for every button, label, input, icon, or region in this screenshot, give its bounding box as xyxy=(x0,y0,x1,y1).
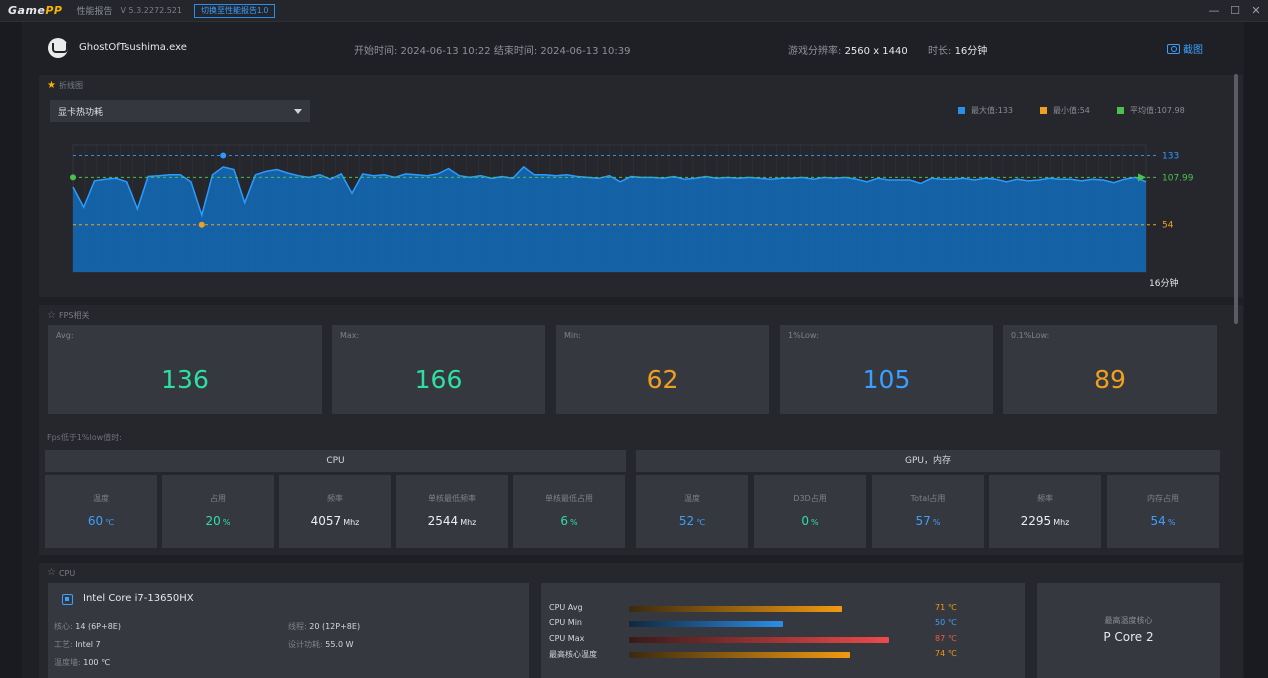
fps-panel: ☆ FPS相关 Avg: 136 Max: 166 Min: 62 1%Low: … xyxy=(39,305,1243,555)
legend-avg: 平均值:107.98 xyxy=(1117,105,1185,116)
resolution-info: 游戏分辨率: 2560 x 1440 xyxy=(788,46,908,57)
power-chart: 133 107.99 54 16分钟 xyxy=(70,144,1194,289)
fps-card-1-low: 1%Low: 105 xyxy=(780,325,993,414)
gpu-memory-group-header: GPU，内存 xyxy=(636,450,1220,472)
line-chart-panel: ★ 折线图 显卡热功耗 最大值:133 最小值:54 平均值:107.98 133… xyxy=(39,75,1243,297)
cpu-chip-icon xyxy=(62,594,73,605)
chart-area xyxy=(73,166,1146,272)
cpu-cores: 核心: 14 (6P+8E) xyxy=(54,622,121,631)
temp-bar xyxy=(629,606,842,612)
temp-bar xyxy=(629,652,850,658)
cpu-tdp: 设计功耗: 55.0 W xyxy=(288,640,354,649)
temp-bar xyxy=(629,621,783,627)
cpu-info-box: Intel Core i7-13650HX 核心: 14 (6P+8E) 线程:… xyxy=(48,583,529,678)
avg-reference-label: 107.99 xyxy=(1162,173,1194,183)
avg-arrow-marker xyxy=(1138,173,1146,182)
avg-start-point xyxy=(70,174,76,181)
star-icon[interactable]: ☆ xyxy=(47,567,56,578)
chart-line xyxy=(72,165,1147,218)
time-range: 开始时间: 2024-06-13 10:22 结束时间: 2024-06-13 … xyxy=(354,46,631,57)
close-icon[interactable]: ✕ xyxy=(1251,4,1261,17)
chevron-down-icon xyxy=(294,109,302,114)
report-content: GhostOfTsushima.exe 开始时间: 2024-06-13 10:… xyxy=(22,22,1244,678)
title-bar: GamePP 性能报告 V 5.3.2272.521 切换至性能报告1.0 — … xyxy=(0,0,1268,22)
cpu-panel: ☆ CPU Intel Core i7-13650HX 核心: 14 (6P+8E… xyxy=(39,563,1243,678)
stat-single-core-min-freq: 单核最低频率 2544 Mhz xyxy=(396,475,508,548)
fps-card-avg: Avg: 136 xyxy=(48,325,322,414)
stat-gpu-temp: 温度 52 ℃ xyxy=(636,475,748,548)
min-reference-label: 54 xyxy=(1162,221,1174,231)
app-name: GhostOfTsushima.exe xyxy=(79,42,187,53)
minimize-icon[interactable]: — xyxy=(1208,4,1220,17)
maximize-icon[interactable]: ☐ xyxy=(1230,4,1240,17)
max-reference-label: 133 xyxy=(1162,152,1179,162)
temp-bar xyxy=(629,637,889,643)
hottest-core-value: P Core 2 xyxy=(1103,630,1154,644)
cpu-group-header: CPU xyxy=(45,450,626,472)
vertical-scrollbar[interactable] xyxy=(1234,74,1238,324)
game-app-icon xyxy=(48,38,68,58)
metric-select[interactable]: 显卡热功耗 xyxy=(50,100,310,122)
cpu-name: Intel Core i7-13650HX xyxy=(83,593,194,604)
cpu-tjmax: 温度墙: 100 ℃ xyxy=(54,658,111,667)
stat-gpu-frequency: 频率 2295 Mhz xyxy=(989,475,1101,548)
panel-title: ☆ FPS相关 xyxy=(47,309,90,321)
version-label: V 5.3.2272.521 xyxy=(120,6,182,15)
cpu-temperature-box: CPU Avg 71 ℃ CPU Min 50 ℃ CPU Max 87 ℃ 最高核心… xyxy=(541,583,1025,678)
max-point xyxy=(220,152,227,159)
panel-title: ☆ CPU xyxy=(47,567,76,578)
low-fps-note: Fps低于1%low值时: xyxy=(47,433,122,442)
stat-cpu-usage: 占用 20% xyxy=(162,475,274,548)
window-title: 性能报告 xyxy=(76,7,113,17)
temp-row-hottest-core: 最高核心温度 74 ℃ xyxy=(549,649,957,659)
panel-title: ★ 折线图 xyxy=(47,79,83,91)
legend-max: 最大值:133 xyxy=(958,105,1013,116)
star-icon[interactable]: ☆ xyxy=(47,309,56,321)
app-logo: GamePP xyxy=(8,4,63,17)
legend-min: 最小值:54 xyxy=(1040,105,1090,116)
stat-cpu-frequency: 频率 4057 Mhz xyxy=(279,475,391,548)
x-axis-end-label: 16分钟 xyxy=(1149,277,1178,289)
min-point xyxy=(198,221,205,228)
stat-single-core-min-usage: 单核最低占用 6% xyxy=(513,475,625,548)
hottest-core-box: 最高温度核心 P Core 2 xyxy=(1037,583,1220,678)
stat-d3d-usage: D3D占用 0% xyxy=(754,475,866,548)
fps-card-max: Max: 166 xyxy=(332,325,545,414)
fps-card-0-1-low: 0.1%Low: 89 xyxy=(1003,325,1217,414)
stat-cpu-temp: 温度 60 ℃ xyxy=(45,475,157,548)
temp-row-cpu-max: CPU Max 87 ℃ xyxy=(549,634,957,643)
stat-gpu-total-usage: Total占用 57% xyxy=(872,475,984,548)
camera-icon xyxy=(1167,43,1180,54)
duration-info: 时长: 16分钟 xyxy=(928,46,988,57)
cpu-process: 工艺: Intel 7 xyxy=(54,640,101,649)
temp-row-cpu-min: CPU Min 50 ℃ xyxy=(549,618,957,627)
switch-report-version-button[interactable]: 切换至性能报告1.0 xyxy=(193,3,276,18)
temp-row-cpu-avg: CPU Avg 71 ℃ xyxy=(549,603,957,612)
hottest-core-label: 最高温度核心 xyxy=(1104,616,1153,625)
session-info: GhostOfTsushima.exe 开始时间: 2024-06-13 10:… xyxy=(22,22,1244,74)
fps-card-min: Min: 62 xyxy=(556,325,769,414)
star-icon[interactable]: ★ xyxy=(47,79,56,91)
stat-memory-usage: 内存占用 54% xyxy=(1107,475,1219,548)
screenshot-button[interactable]: 截图 xyxy=(1167,41,1203,56)
cpu-threads: 线程: 20 (12P+8E) xyxy=(288,622,361,631)
